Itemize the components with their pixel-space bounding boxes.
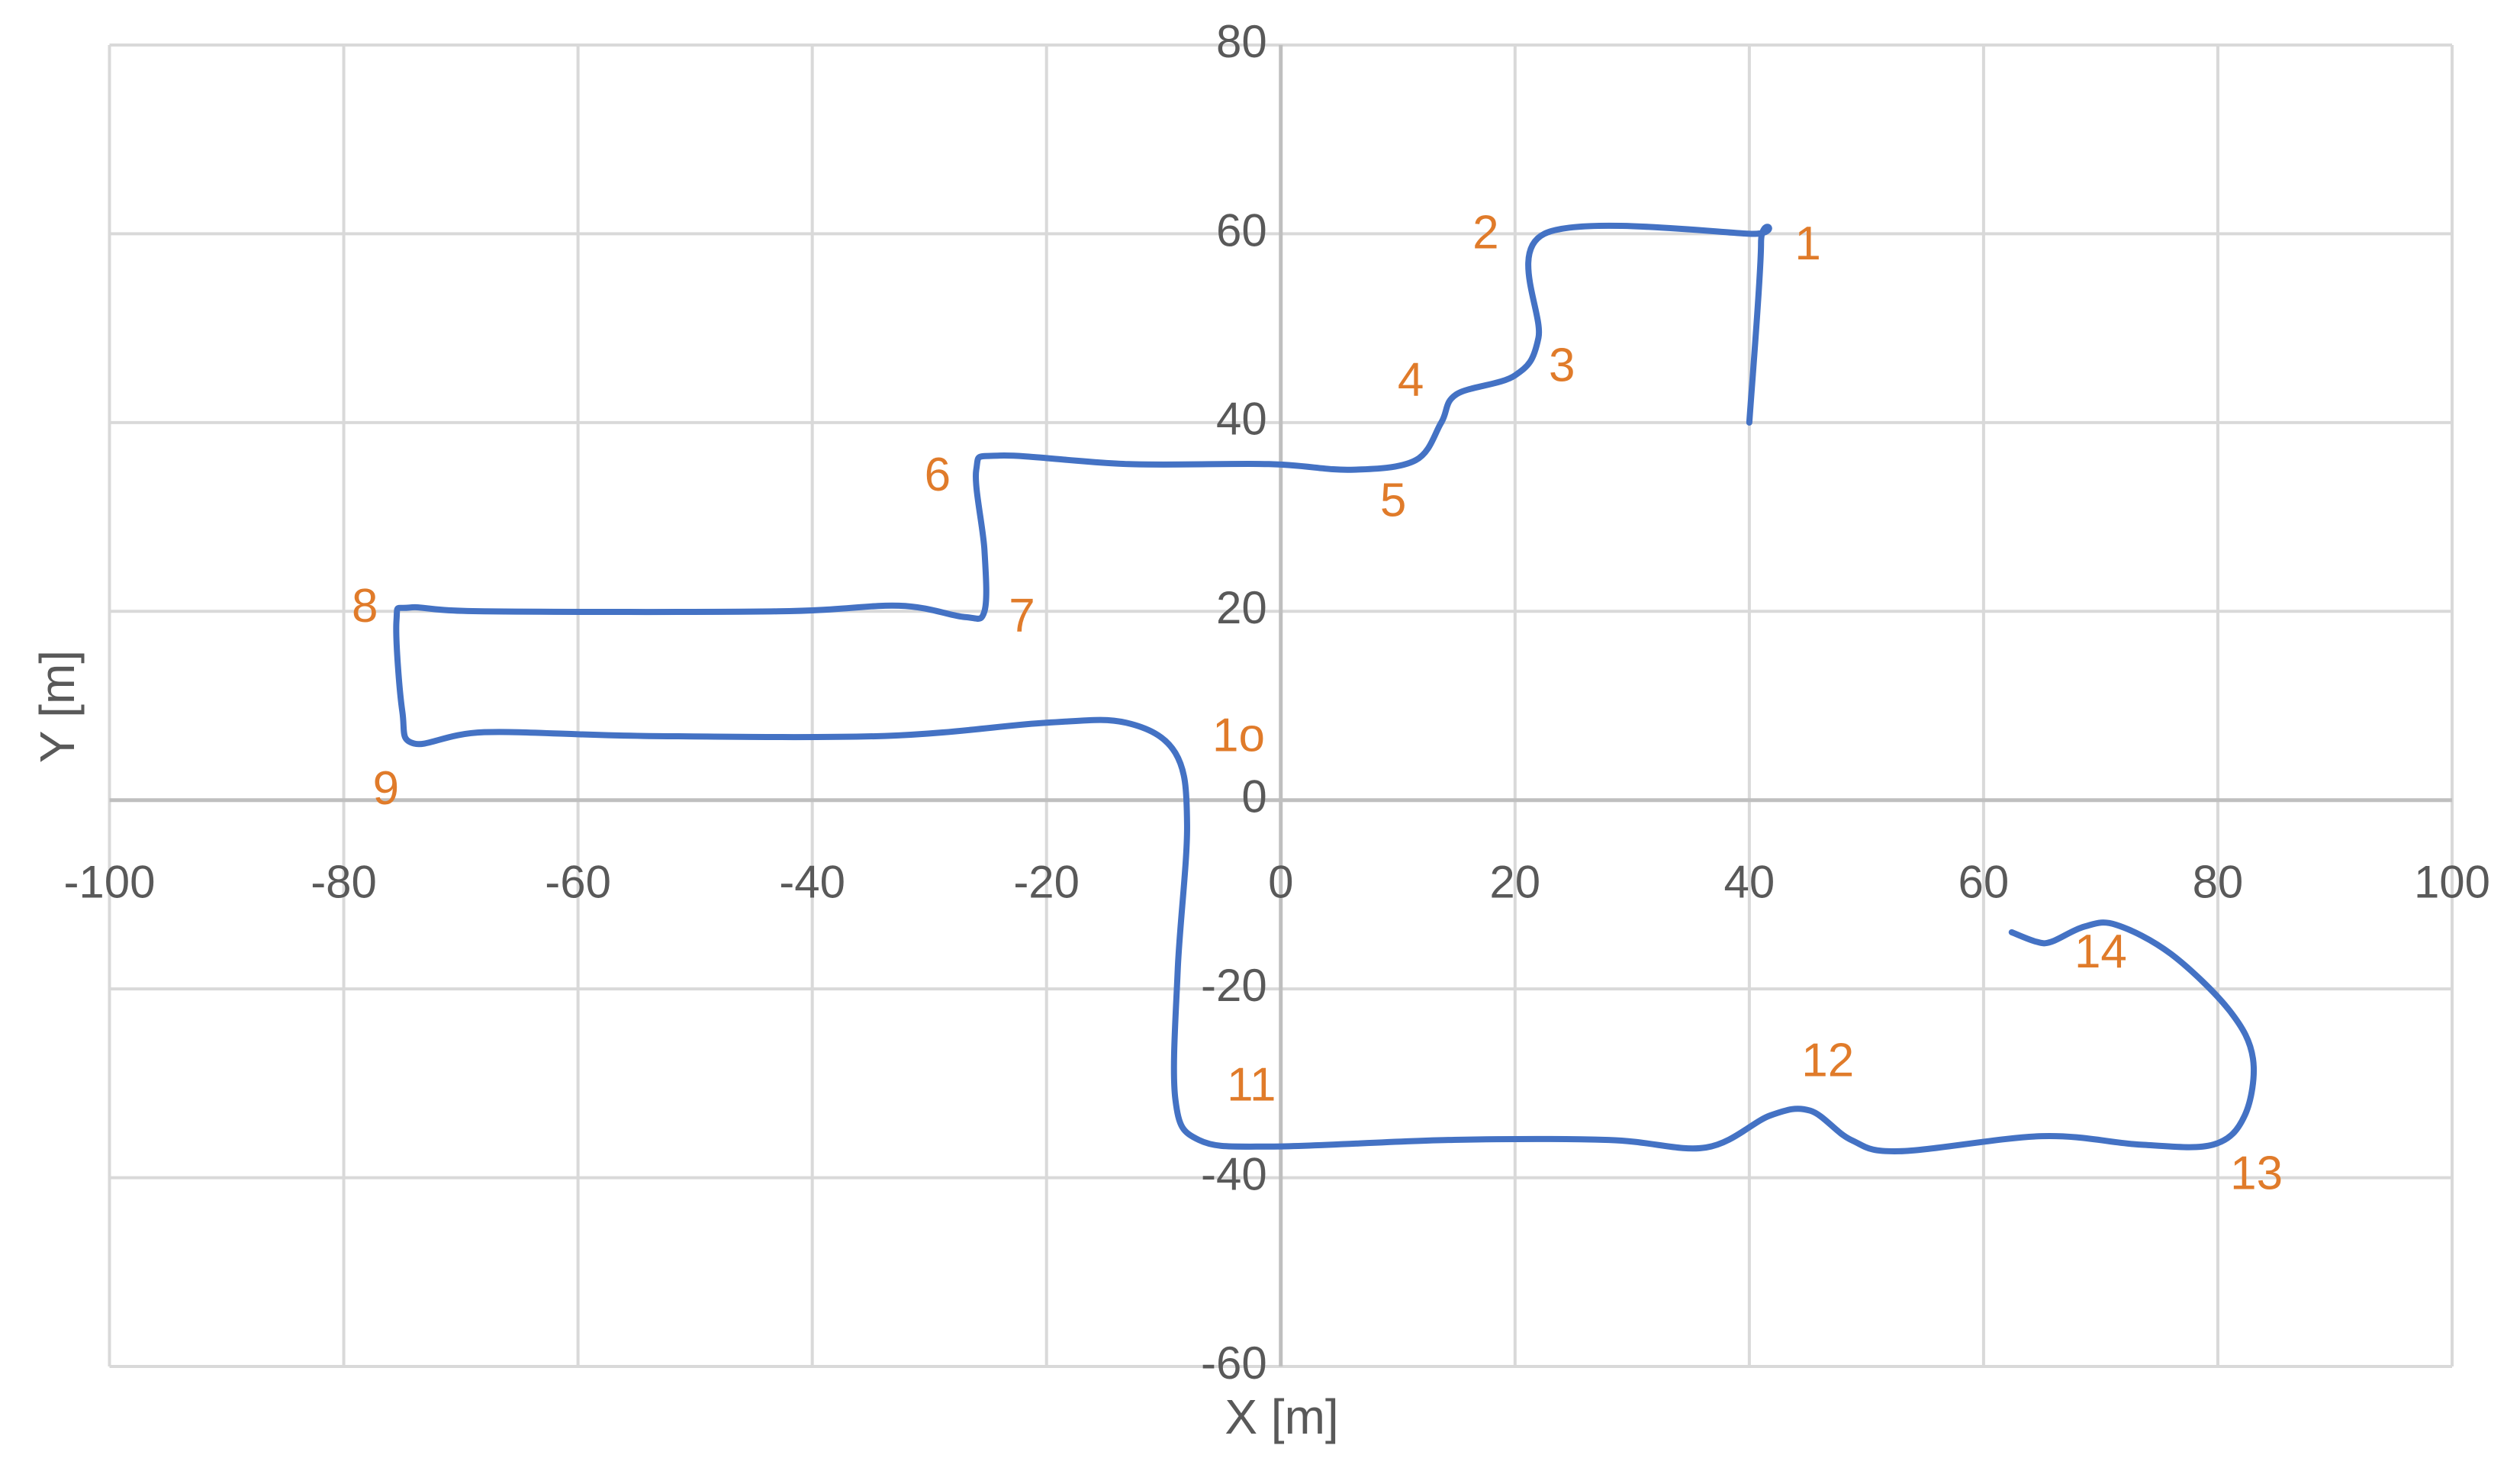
- annotation: 4: [1398, 353, 1424, 406]
- x-tick-label: -20: [1013, 857, 1080, 908]
- y-tick-label: 60: [1216, 204, 1267, 256]
- y-tick-label: -40: [1201, 1148, 1267, 1199]
- y-axis-label: Y [m]: [30, 650, 85, 763]
- x-tick-label: 0: [1268, 857, 1293, 908]
- y-tick-label: -20: [1201, 960, 1267, 1011]
- annotation: 2: [1472, 206, 1498, 259]
- y-tick-label: 0: [1241, 771, 1266, 822]
- x-tick-label: 100: [2414, 857, 2490, 908]
- annotation: 5: [1380, 475, 1406, 527]
- y-tick-label: 40: [1216, 394, 1267, 445]
- y-tick-label: -60: [1201, 1337, 1267, 1389]
- x-tick-label: -100: [63, 857, 155, 908]
- x-tick-label: 40: [1723, 857, 1775, 908]
- x-tick-label: -40: [779, 857, 845, 908]
- trajectory-line: [393, 222, 2257, 1154]
- x-tick-label: 60: [1958, 857, 2010, 908]
- annotation: 1: [1794, 217, 1820, 270]
- grid: [108, 43, 2454, 1368]
- x-tick-label: 20: [1489, 857, 1540, 908]
- y-tick-label: 80: [1216, 16, 1267, 67]
- annotation: 8: [352, 580, 378, 632]
- labels: -100 -80 -60 -40 -20 0 20 40 60 80 100 -60 -40 -20 0 20…: [63, 16, 2490, 1389]
- y-tick-label: 20: [1216, 582, 1267, 633]
- annotation: 13: [2230, 1148, 2283, 1200]
- x-axis-label: X [m]: [1225, 1389, 1338, 1444]
- annotation: 7: [1009, 590, 1035, 642]
- x-tick-label: -60: [545, 857, 611, 908]
- annotation: 11: [1227, 1058, 1276, 1111]
- annotation: 14: [2074, 925, 2127, 978]
- x-tick-label: 80: [2193, 857, 2244, 908]
- annotation: 6: [925, 449, 951, 501]
- annotation: 12: [1801, 1034, 1854, 1086]
- annotation: 9: [373, 762, 399, 815]
- annotation: 3: [1549, 340, 1575, 392]
- annotation: 1o: [1212, 710, 1265, 762]
- marks: [393, 222, 2257, 1154]
- x-tick-label: -80: [311, 857, 377, 908]
